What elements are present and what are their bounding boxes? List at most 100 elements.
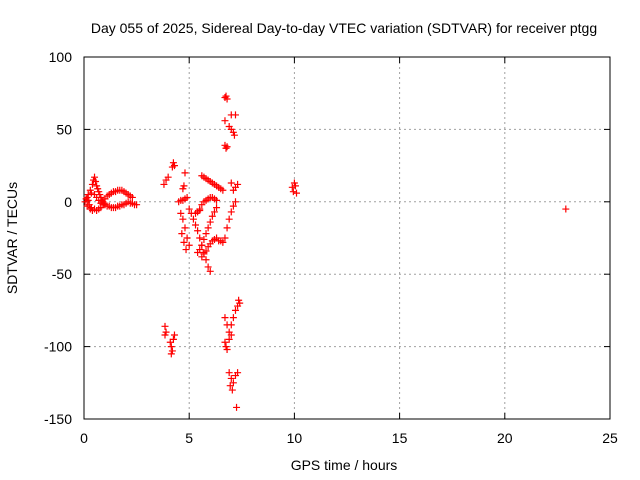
data-point: [178, 230, 186, 238]
data-point: [227, 208, 235, 216]
data-point: [181, 169, 189, 177]
data-point: [167, 350, 175, 358]
data-point: [221, 234, 229, 242]
data-point: [206, 218, 214, 226]
data-point: [204, 224, 212, 232]
data-point: [170, 162, 178, 170]
data-point: [227, 331, 235, 339]
data-point: [227, 374, 235, 382]
data-point: [181, 224, 189, 232]
data-point: [210, 208, 218, 216]
x-tick-label: 15: [392, 430, 408, 446]
data-point: [231, 111, 239, 119]
data-point: [192, 221, 200, 229]
data-point: [169, 335, 177, 343]
data-point: [219, 238, 227, 246]
data-point: [213, 196, 221, 204]
data-point: [293, 189, 301, 197]
data-point: [225, 215, 233, 223]
data-point: [170, 331, 178, 339]
y-tick-label: 100: [49, 49, 73, 65]
data-point: [196, 234, 204, 242]
data-point: [223, 95, 231, 103]
data-point: [219, 186, 227, 194]
data-point: [228, 386, 236, 394]
data-point: [182, 246, 190, 254]
data-point: [180, 238, 188, 246]
plot-frame: [83, 56, 611, 420]
data-point: [161, 331, 169, 339]
y-axis-label: SDTVAR / TECUs: [4, 182, 20, 294]
data-point: [223, 224, 231, 232]
data-point: [231, 306, 239, 314]
data-point: [92, 178, 100, 186]
data-point: [206, 267, 214, 275]
data-point: [91, 173, 99, 181]
data-point: [194, 227, 202, 235]
data-point: [185, 241, 193, 249]
data-point: [208, 212, 216, 220]
data-point: [189, 215, 197, 223]
x-tick-label: 0: [80, 430, 88, 446]
x-tick-label: 25: [602, 430, 618, 446]
x-tick-label: 10: [287, 430, 303, 446]
data-point: [133, 201, 141, 209]
data-point: [221, 314, 229, 322]
data-point: [196, 206, 204, 214]
data-point: [222, 144, 230, 152]
data-point: [289, 188, 297, 196]
data-point: [161, 322, 169, 330]
data-point: [202, 230, 210, 238]
y-tick-label: 0: [64, 194, 72, 210]
data-point: [185, 205, 193, 213]
chart-title: Day 055 of 2025, Sidereal Day-to-day VTE…: [91, 20, 597, 36]
data-point: [234, 180, 242, 188]
data-point: [230, 131, 238, 139]
data-point: [87, 189, 95, 197]
data-point: [221, 117, 229, 125]
x-tick-label: 5: [185, 430, 193, 446]
data-point: [229, 314, 237, 322]
data-point: [288, 183, 296, 191]
data-point: [202, 247, 210, 255]
data-point: [562, 205, 570, 213]
data-point: [196, 246, 204, 254]
data-point: [83, 193, 91, 201]
y-tick-label: 50: [56, 121, 72, 137]
data-point: [167, 343, 175, 351]
data-point: [198, 241, 206, 249]
data-point: [227, 321, 235, 329]
y-tick-label: -50: [52, 266, 72, 282]
data-point: [213, 204, 221, 212]
data-point: [234, 369, 242, 377]
data-point: [229, 202, 237, 210]
data-point: [291, 182, 299, 190]
data-point: [179, 215, 187, 223]
x-axis-label: GPS time / hours: [291, 457, 398, 473]
data-point: [226, 382, 234, 390]
data-point: [202, 256, 210, 264]
data-point: [225, 335, 233, 343]
x-tick-label: 20: [497, 430, 513, 446]
data-point: [128, 193, 136, 201]
data-point: [204, 263, 212, 271]
data-point: [235, 296, 243, 304]
data-point: [231, 198, 239, 206]
data-point: [223, 345, 231, 353]
data-point: [160, 180, 168, 188]
data-point: [164, 173, 172, 181]
data-point: [183, 234, 191, 242]
data-point: [177, 209, 185, 217]
data-point: [200, 235, 208, 243]
data-point: [225, 369, 233, 377]
axis-ticks: 0 5 10 15 20 25 100 50 0 -50 -100 -150: [44, 49, 618, 446]
data-point: [180, 182, 188, 190]
data-point: [223, 143, 231, 151]
grid-lines: [84, 57, 610, 419]
data-point: [233, 403, 241, 411]
data-point: [221, 338, 229, 346]
data-point: [97, 204, 105, 212]
y-tick-label: -150: [44, 411, 72, 427]
data-point: [227, 179, 235, 187]
